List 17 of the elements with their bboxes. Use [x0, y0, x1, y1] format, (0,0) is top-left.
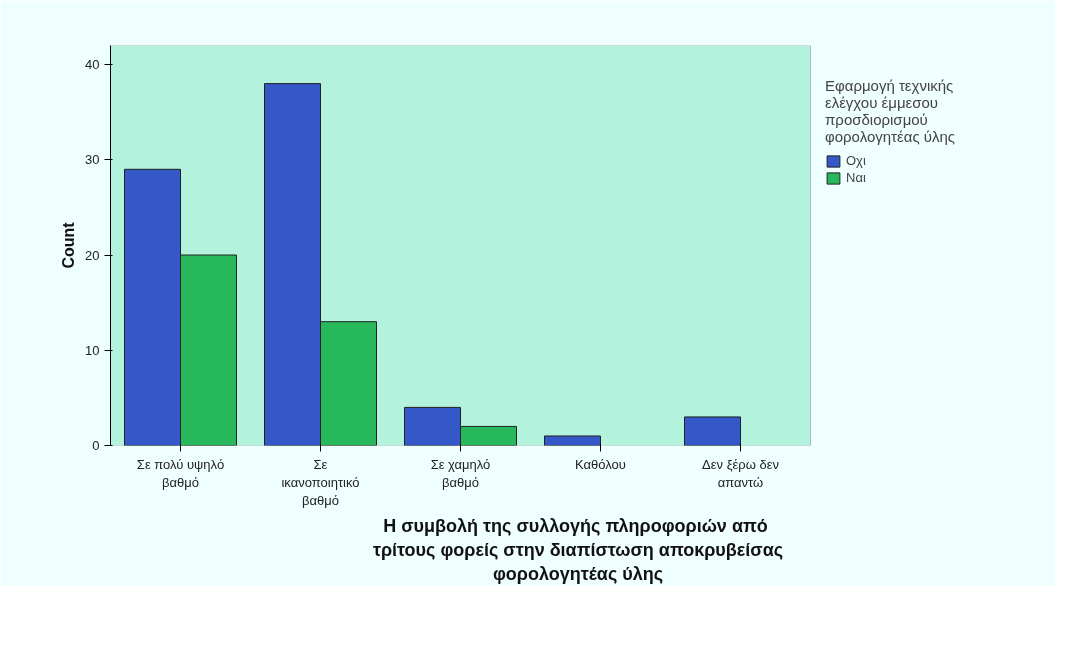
x-tick-label: Σε ικανοποιητικό βαθμό: [281, 456, 360, 508]
legend-label: Οχι: [846, 153, 866, 168]
y-tick-label: 20: [85, 247, 100, 263]
y-tick-label: 30: [85, 152, 100, 168]
y-axis-title: Count: [60, 221, 78, 269]
bar: [544, 435, 601, 446]
x-tick-label: Σε πολύ υψηλό βαθμό: [136, 456, 225, 490]
y-tick-label: 40: [85, 57, 100, 73]
y-tick-label: 0: [92, 438, 100, 453]
bar: [684, 416, 741, 446]
x-tick-label: Καθόλου: [575, 456, 626, 472]
legend-title: Εφαρμογή τεχνικής ελέγχου έμμεσου προσδιορισμού φορολογητέας ύλης: [825, 77, 956, 145]
x-tick-label: Σε χαμηλό βαθμό: [430, 456, 491, 490]
x-tick-label: Δεν ξέρω δεν απαντώ: [702, 456, 779, 490]
y-tick-label: 10: [85, 342, 100, 358]
x-axis-title: Η συμβολή της συλλογής πληροφοριών από τρίτους φορείς στην διαπίστωση αποκρυβείσας φορολογητέας ύλης: [372, 515, 784, 584]
legend-label: Ναι: [846, 170, 866, 185]
